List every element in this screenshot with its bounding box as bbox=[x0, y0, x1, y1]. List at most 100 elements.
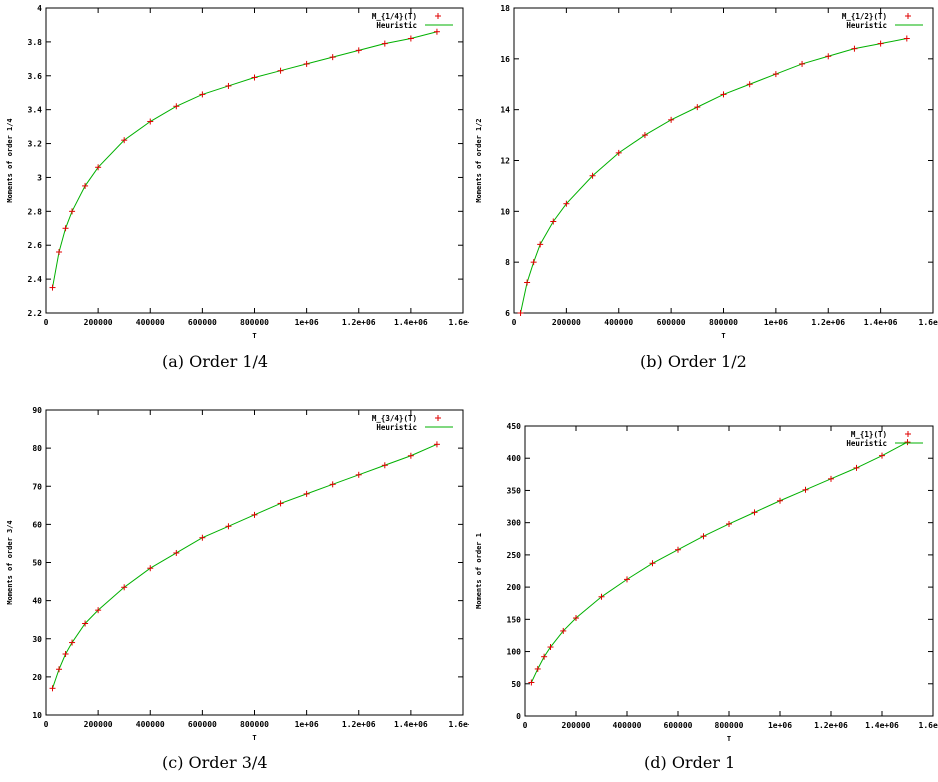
data-point bbox=[720, 91, 727, 98]
data-point bbox=[877, 40, 884, 47]
data-point bbox=[675, 546, 681, 553]
x-tick-label: 800000 bbox=[240, 318, 269, 327]
data-point bbox=[700, 533, 707, 540]
x-tick-label: 1e+06 bbox=[768, 721, 792, 730]
chart-order-1-4: 0 200000 400000 600000 800000 1e+06 1.2e+06 1.4… bbox=[6, 4, 469, 340]
data-point bbox=[589, 172, 596, 179]
legend-marker-points bbox=[905, 431, 911, 437]
x-tick-label: 200000 bbox=[562, 721, 591, 730]
x-tick-label: 800000 bbox=[240, 720, 269, 729]
data-point bbox=[49, 284, 56, 291]
x-tick-label: 400000 bbox=[136, 720, 165, 729]
data-point bbox=[82, 620, 89, 627]
x-tick-label: 400000 bbox=[613, 721, 642, 730]
y-tick-label: 16 bbox=[500, 55, 510, 64]
data-point bbox=[56, 666, 63, 673]
y-tick-label: 3.2 bbox=[28, 140, 43, 149]
data-point bbox=[95, 607, 102, 614]
data-point bbox=[524, 279, 531, 286]
caption-order-1-4: (a) Order 1/4 bbox=[162, 352, 269, 371]
x-axis-label: T bbox=[727, 735, 731, 743]
y-tick-label: 20 bbox=[32, 673, 42, 682]
plot-frame bbox=[513, 7, 934, 314]
data-point bbox=[530, 259, 537, 266]
data-point bbox=[624, 576, 630, 583]
data-point bbox=[772, 71, 779, 78]
data-point bbox=[303, 490, 310, 497]
data-point bbox=[147, 565, 154, 572]
y-tick-label: 10 bbox=[32, 711, 42, 720]
data-point bbox=[598, 593, 605, 600]
data-point bbox=[147, 118, 154, 125]
data-point bbox=[251, 511, 258, 518]
x-axis-label: T bbox=[252, 734, 256, 742]
y-tick-label: 70 bbox=[32, 482, 42, 491]
y-tick-label: 3.8 bbox=[28, 38, 43, 47]
x-tick-label: 400000 bbox=[604, 318, 633, 327]
legend-label: Heuristic bbox=[846, 439, 887, 448]
x-tick-label: 1.2e+06 bbox=[342, 318, 376, 327]
x-tick-label: 0 bbox=[523, 721, 528, 730]
legend-label: Heuristic bbox=[846, 21, 887, 30]
x-tick-label: 0 bbox=[44, 720, 49, 729]
x-tick-label: 1.4e+06 bbox=[864, 318, 898, 327]
y-axis-label: Moments of order 1 bbox=[475, 533, 483, 609]
legend-marker-points bbox=[435, 415, 441, 421]
y-tick-label: 6 bbox=[505, 309, 510, 318]
series-line-heuristic bbox=[52, 31, 438, 288]
caption-order-1: (d) Order 1 bbox=[644, 753, 736, 772]
data-point bbox=[534, 665, 541, 672]
y-tick-label: 2.2 bbox=[28, 309, 43, 318]
data-point bbox=[641, 132, 648, 139]
series-line-heuristic bbox=[520, 38, 907, 314]
data-point bbox=[615, 149, 622, 156]
plot-frame bbox=[524, 425, 934, 717]
data-point bbox=[903, 35, 910, 42]
x-tick-label: 600000 bbox=[188, 318, 217, 327]
y-tick-label: 200 bbox=[507, 583, 522, 592]
x-tick-label: 1e+06 bbox=[295, 720, 319, 729]
legend-label: M_{1/2}(T) bbox=[842, 12, 887, 21]
x-tick-label: 800000 bbox=[715, 721, 744, 730]
legend-marker-points bbox=[435, 13, 441, 19]
chart-order-1-2: 0 200000 400000 600000 800000 1e+06 1.2e+06 1.4… bbox=[475, 4, 938, 340]
panel-order-1-2: 0 200000 400000 600000 800000 1e+06 1.2e+06 1.4… bbox=[469, 0, 938, 391]
x-tick-label: 200000 bbox=[84, 318, 113, 327]
data-point bbox=[746, 81, 753, 88]
x-tick-label: 1.2e+06 bbox=[811, 318, 845, 327]
y-tick-label: 0 bbox=[516, 712, 521, 721]
y-tick-label: 18 bbox=[500, 4, 510, 13]
x-tick-label: 400000 bbox=[136, 318, 165, 327]
plot-frame bbox=[45, 409, 464, 716]
x-tick-label: 1.2e+06 bbox=[814, 721, 848, 730]
data-point bbox=[517, 310, 524, 316]
y-tick-label: 80 bbox=[32, 444, 42, 453]
data-point bbox=[563, 200, 570, 207]
data-point bbox=[547, 644, 554, 651]
data-point bbox=[225, 523, 232, 530]
y-tick-label: 50 bbox=[511, 680, 521, 689]
data-point bbox=[541, 653, 548, 660]
data-point bbox=[69, 639, 76, 646]
data-point bbox=[537, 241, 544, 248]
y-tick-label: 400 bbox=[507, 454, 522, 463]
y-axis-label: Moments of order 3/4 bbox=[6, 520, 14, 604]
y-tick-label: 150 bbox=[507, 615, 522, 624]
data-point bbox=[407, 452, 414, 459]
y-tick-label: 14 bbox=[500, 106, 510, 115]
y-tick-label: 350 bbox=[507, 486, 522, 495]
legend-label: Heuristic bbox=[376, 21, 417, 30]
x-tick-label: 0 bbox=[512, 318, 517, 327]
x-axis-label: T bbox=[721, 332, 725, 340]
data-point bbox=[649, 560, 656, 567]
data-point bbox=[199, 91, 206, 98]
y-axis-label: Moments of order 1/2 bbox=[475, 118, 483, 202]
legend-label: Heuristic bbox=[376, 423, 417, 432]
y-tick-label: 10 bbox=[500, 207, 510, 216]
data-point bbox=[904, 439, 911, 446]
data-point bbox=[433, 441, 440, 448]
data-point bbox=[851, 45, 858, 52]
y-tick-label: 8 bbox=[505, 258, 510, 267]
y-tick-label: 4 bbox=[37, 4, 42, 13]
y-tick-label: 450 bbox=[507, 422, 522, 431]
